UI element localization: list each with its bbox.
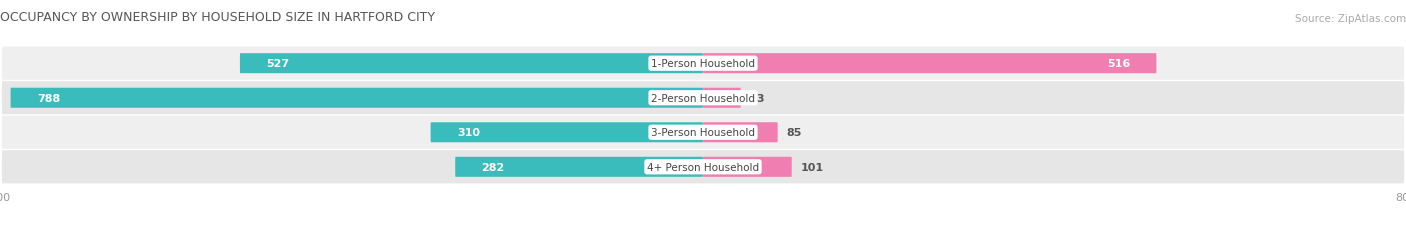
Text: 282: 282 [481, 162, 505, 172]
Text: 85: 85 [786, 128, 801, 138]
FancyBboxPatch shape [1, 151, 1405, 184]
Text: 788: 788 [37, 93, 60, 103]
FancyBboxPatch shape [1, 47, 1405, 80]
FancyBboxPatch shape [430, 123, 703, 143]
FancyBboxPatch shape [703, 157, 792, 177]
FancyBboxPatch shape [240, 54, 703, 74]
Text: 2-Person Household: 2-Person Household [651, 93, 755, 103]
Text: 527: 527 [266, 59, 290, 69]
Text: Source: ZipAtlas.com: Source: ZipAtlas.com [1295, 14, 1406, 24]
Text: 101: 101 [800, 162, 824, 172]
FancyBboxPatch shape [456, 157, 703, 177]
FancyBboxPatch shape [10, 88, 703, 108]
FancyBboxPatch shape [1, 116, 1405, 149]
Text: 1-Person Household: 1-Person Household [651, 59, 755, 69]
FancyBboxPatch shape [703, 88, 741, 108]
FancyBboxPatch shape [1, 82, 1405, 115]
Text: 3-Person Household: 3-Person Household [651, 128, 755, 138]
Text: 43: 43 [749, 93, 765, 103]
Text: 516: 516 [1107, 59, 1130, 69]
Text: 310: 310 [457, 128, 479, 138]
Text: OCCUPANCY BY OWNERSHIP BY HOUSEHOLD SIZE IN HARTFORD CITY: OCCUPANCY BY OWNERSHIP BY HOUSEHOLD SIZE… [0, 11, 434, 24]
Text: 4+ Person Household: 4+ Person Household [647, 162, 759, 172]
FancyBboxPatch shape [703, 123, 778, 143]
FancyBboxPatch shape [703, 54, 1156, 74]
